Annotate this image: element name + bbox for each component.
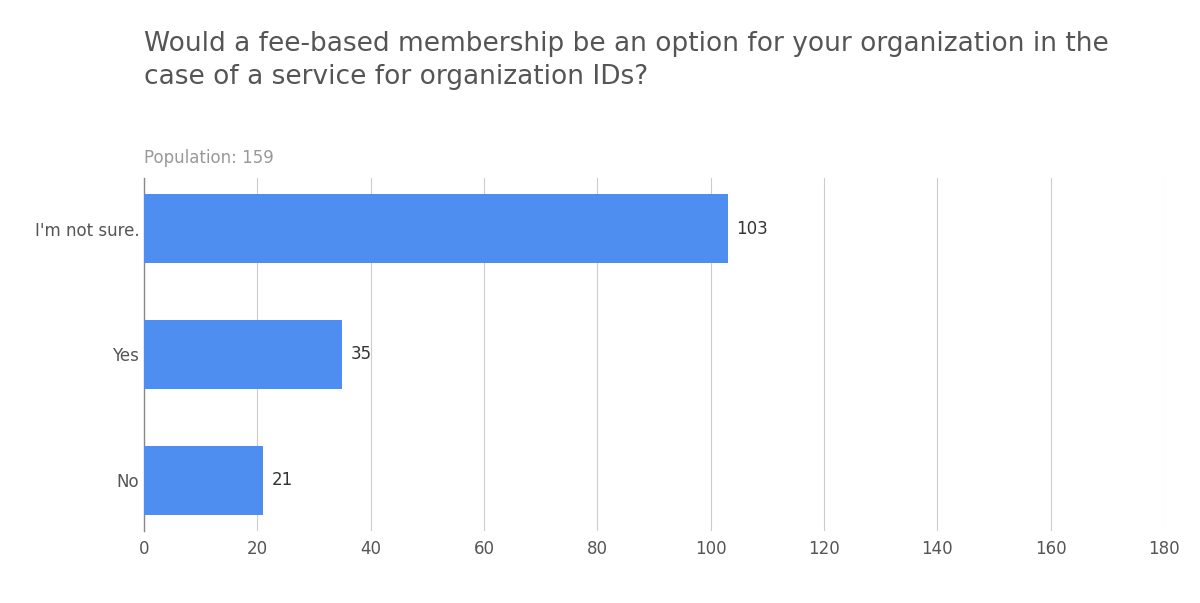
Text: 35: 35 [350, 346, 372, 364]
Bar [144, 194, 727, 264]
Bar [144, 320, 342, 389]
Text: 21: 21 [271, 471, 293, 489]
Text: Population: 159: Population: 159 [144, 150, 274, 168]
Text: Would a fee-based membership be an option for your organization in the
case of a: Would a fee-based membership be an optio… [144, 31, 1109, 90]
Text: 103: 103 [736, 220, 768, 238]
Bar [144, 446, 263, 514]
